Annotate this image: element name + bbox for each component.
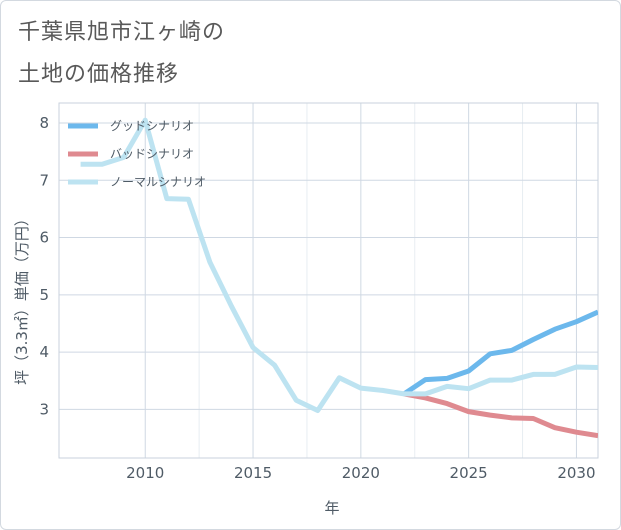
grid bbox=[59, 103, 598, 458]
legend-label: ノーマルシナリオ bbox=[110, 175, 206, 189]
legend-item-normal[interactable]: ノーマルシナリオ bbox=[68, 175, 206, 189]
x-tick-label: 2020 bbox=[342, 464, 380, 482]
y-tick-label: 5 bbox=[39, 286, 49, 304]
x-tick-label: 2025 bbox=[450, 464, 488, 482]
axes: 2010 2015 2020 2025 2030 3 4 5 6 7 8 bbox=[39, 102, 599, 482]
y-tick-label: 8 bbox=[39, 114, 49, 132]
series-line-bad[interactable] bbox=[403, 391, 598, 439]
x-axis-title: 年 bbox=[324, 499, 339, 517]
legend-item-bad[interactable]: バッドシナリオ bbox=[68, 147, 194, 161]
x-tick-label: 2010 bbox=[126, 464, 164, 482]
x-tick-label: 2015 bbox=[234, 464, 272, 482]
plot-frame bbox=[58, 102, 599, 459]
legend-label: グッドシナリオ bbox=[110, 119, 194, 133]
series-line-normal[interactable] bbox=[80, 117, 598, 413]
series-lines bbox=[80, 117, 598, 439]
y-axis-title: 坪（3.3㎡）単価（万円） bbox=[13, 211, 31, 385]
y-tick-label: 7 bbox=[39, 171, 49, 189]
page-title-line2: 土地の価格推移 bbox=[18, 62, 180, 87]
y-tick-label: 3 bbox=[39, 400, 49, 418]
series-line-good[interactable] bbox=[402, 309, 598, 396]
legend-item-good[interactable]: グッドシナリオ bbox=[68, 119, 194, 133]
legend-label: バッドシナリオ bbox=[110, 147, 194, 161]
y-tick-label: 4 bbox=[39, 343, 49, 361]
y-tick-label: 6 bbox=[39, 229, 49, 247]
x-tick-label: 2030 bbox=[557, 464, 595, 482]
page-title-line1: 千葉県旭市江ヶ崎の bbox=[18, 20, 226, 45]
